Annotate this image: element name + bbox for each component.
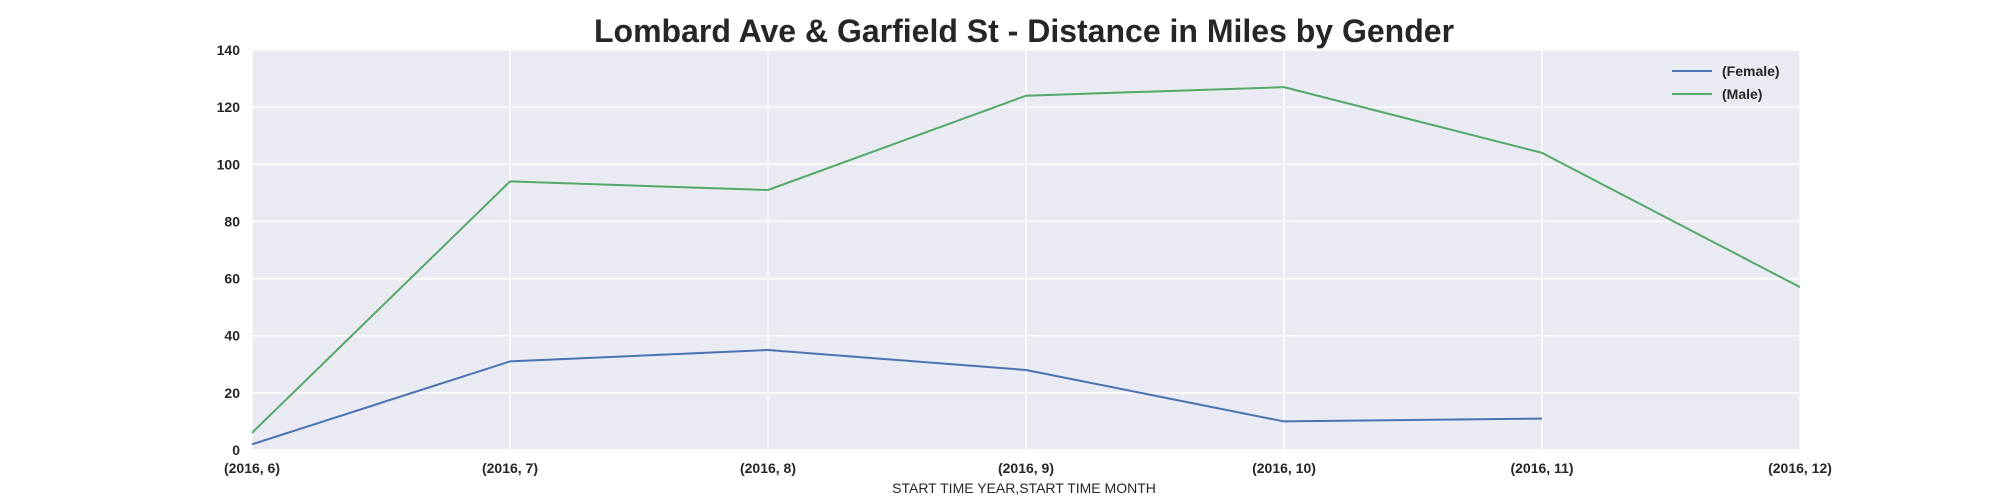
gridlines	[251, 49, 1801, 451]
y-axis-ticks: 0 20 40 60 80 100 120 140	[217, 42, 241, 458]
series-lines	[251, 86, 1801, 446]
legend-label-female: (Female)	[1722, 63, 1780, 79]
x-tick-label: (2016, 11)	[1510, 460, 1573, 476]
x-axis-label: START TIME YEAR,START TIME MONTH	[892, 480, 1156, 496]
y-tick-label: 0	[232, 442, 240, 458]
y-tick-label: 140	[217, 42, 241, 58]
y-tick-label: 40	[224, 328, 240, 344]
y-tick-label: 100	[217, 156, 241, 172]
legend: (Female) (Male)	[1672, 63, 1780, 102]
series-line-male	[251, 86, 1801, 434]
series-line-female	[251, 349, 1543, 446]
x-tick-label: (2016, 10)	[1252, 460, 1316, 476]
y-tick-label: 120	[217, 99, 241, 115]
y-tick-label: 80	[224, 213, 240, 229]
x-tick-label: (2016, 9)	[998, 460, 1054, 476]
x-tick-label: (2016, 12)	[1768, 460, 1832, 476]
x-tick-label: (2016, 7)	[482, 460, 538, 476]
legend-label-male: (Male)	[1722, 86, 1762, 102]
chart-title: Lombard Ave & Garfield St - Distance in …	[594, 13, 1454, 49]
y-tick-label: 60	[224, 271, 240, 287]
y-tick-label: 20	[224, 385, 240, 401]
x-tick-label: (2016, 8)	[740, 460, 796, 476]
x-tick-label: (2016, 6)	[224, 460, 280, 476]
x-axis-ticks: (2016, 6) (2016, 7) (2016, 8) (2016, 9) (201…	[224, 460, 1832, 476]
